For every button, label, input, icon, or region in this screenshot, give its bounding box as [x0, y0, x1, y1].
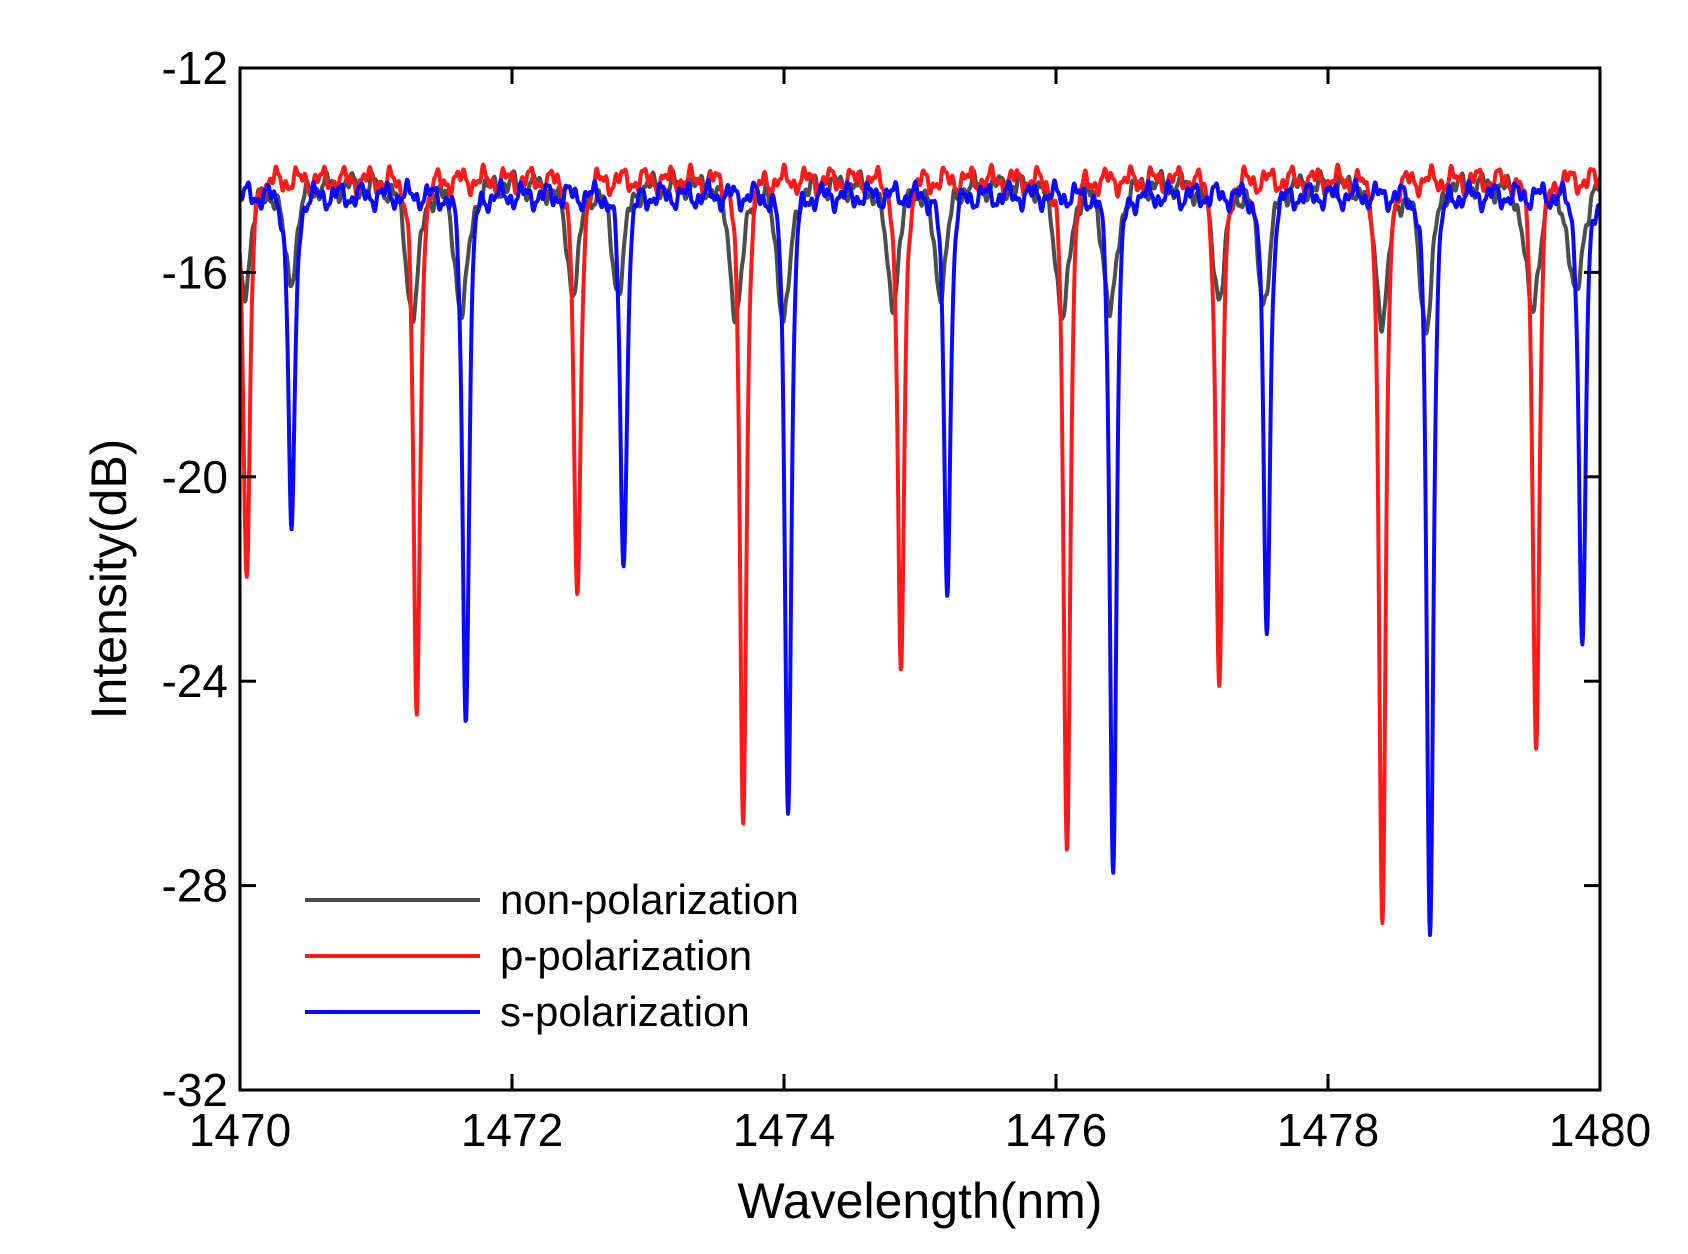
x-tick-label: 1478 — [1277, 1104, 1379, 1156]
y-axis-title: Intensity(dB) — [81, 439, 137, 720]
x-tick-label: 1472 — [461, 1104, 563, 1156]
y-tick-label: -32 — [162, 1064, 228, 1116]
legend-label-s-polarization: s-polarization — [500, 988, 750, 1035]
legend: non-polarization p-polarization s-polariza… — [305, 876, 799, 1035]
ticks-layer: 1470 1472 1474 1476 1478 1480 -32 -28 -24 -20 -16 -… — [162, 42, 1652, 1156]
y-tick-label: -24 — [162, 655, 228, 707]
x-tick-label: 1470 — [189, 1104, 291, 1156]
legend-label-non-polarization: non-polarization — [500, 876, 799, 923]
y-tick-label: -12 — [162, 42, 228, 94]
y-tick-label: -16 — [162, 246, 228, 298]
y-tick-label: -20 — [162, 451, 228, 503]
series-layer — [240, 162, 1600, 938]
y-tick-label: -28 — [162, 860, 228, 912]
series-line-s-polarization — [240, 177, 1600, 938]
x-tick-label: 1480 — [1549, 1104, 1651, 1156]
legend-label-p-polarization: p-polarization — [500, 932, 752, 979]
series-line-p-polarization — [240, 162, 1600, 926]
x-tick-label: 1474 — [733, 1104, 835, 1156]
x-axis-title: Wavelength(nm) — [738, 1173, 1103, 1229]
x-tick-label: 1476 — [1005, 1104, 1107, 1156]
plot-frame — [238, 66, 1602, 1092]
